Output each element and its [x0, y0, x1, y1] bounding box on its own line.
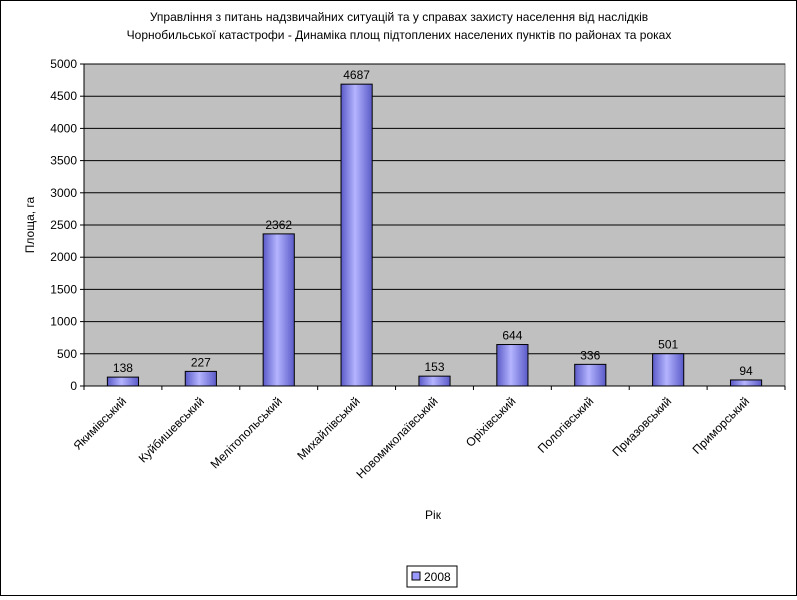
- legend-box: [406, 565, 458, 588]
- x-category-label: Куйбишевський: [136, 394, 207, 465]
- data-label: 138: [113, 361, 133, 375]
- bar-1: [106, 376, 140, 387]
- y-tick-label: 2000: [50, 250, 77, 264]
- x-category-label: Приморський: [690, 394, 753, 457]
- y-axis-title: Площа, га: [23, 196, 37, 253]
- x-category-label: Михайлівський: [294, 394, 362, 462]
- legend-swatch: [411, 571, 421, 581]
- y-tick-label: 4500: [50, 89, 77, 103]
- x-category-label: Якимівський: [71, 394, 129, 452]
- bar-8: [652, 353, 685, 387]
- y-tick-label: 5000: [50, 57, 77, 71]
- bar-6: [496, 344, 529, 387]
- data-label: 644: [502, 329, 522, 343]
- y-tick-label: 3000: [50, 186, 77, 200]
- x-category-label: Оріхівський: [463, 394, 519, 450]
- data-label: 2362: [265, 218, 292, 232]
- x-category-label: Пологівський: [535, 394, 597, 456]
- x-category-label: Приазовський: [609, 394, 674, 459]
- data-label: 4687: [343, 68, 370, 82]
- bar-5: [418, 375, 451, 387]
- bar-4: [340, 83, 373, 387]
- x-category-label: Мелітопольський: [208, 394, 285, 471]
- chart-title-line-2: Чорнобильської катастрофи - Динаміка пло…: [127, 28, 672, 42]
- chart-title-line-1: Управління з питань надзвичайних ситуаці…: [150, 10, 648, 24]
- y-tick-label: 1000: [50, 315, 77, 329]
- y-tick-label: 500: [57, 347, 77, 361]
- data-label: 153: [424, 360, 444, 374]
- bars: [106, 83, 763, 387]
- y-tick-label: 2500: [50, 218, 77, 232]
- y-tick-label: 1500: [50, 282, 77, 296]
- bar-3: [262, 233, 295, 387]
- data-label: 336: [580, 348, 600, 362]
- bar-7: [574, 363, 607, 387]
- data-label: 501: [658, 338, 678, 352]
- y-tick-label: 0: [70, 379, 77, 393]
- x-axis-categories: Якимівський Куйбишевський Мелітопольський М…: [71, 386, 786, 481]
- bar-9: [729, 379, 763, 387]
- y-tick-label: 3500: [50, 154, 77, 168]
- y-axis-ticks: 0 500 1000 1500 2000 2500 3000 3500 4000 4500 5000: [50, 57, 84, 393]
- x-category-label: Новомиколаївський: [354, 394, 441, 481]
- data-labels: 138 227 2362 4687 153 644 336 501 94: [113, 68, 753, 378]
- legend-label-2008: 2008: [424, 570, 451, 584]
- data-label: 227: [191, 355, 211, 369]
- bar-2: [184, 370, 217, 387]
- x-axis-title: Рік: [425, 508, 442, 522]
- legend: 2008: [406, 565, 458, 588]
- data-label: 94: [739, 364, 753, 378]
- y-tick-label: 4000: [50, 121, 77, 135]
